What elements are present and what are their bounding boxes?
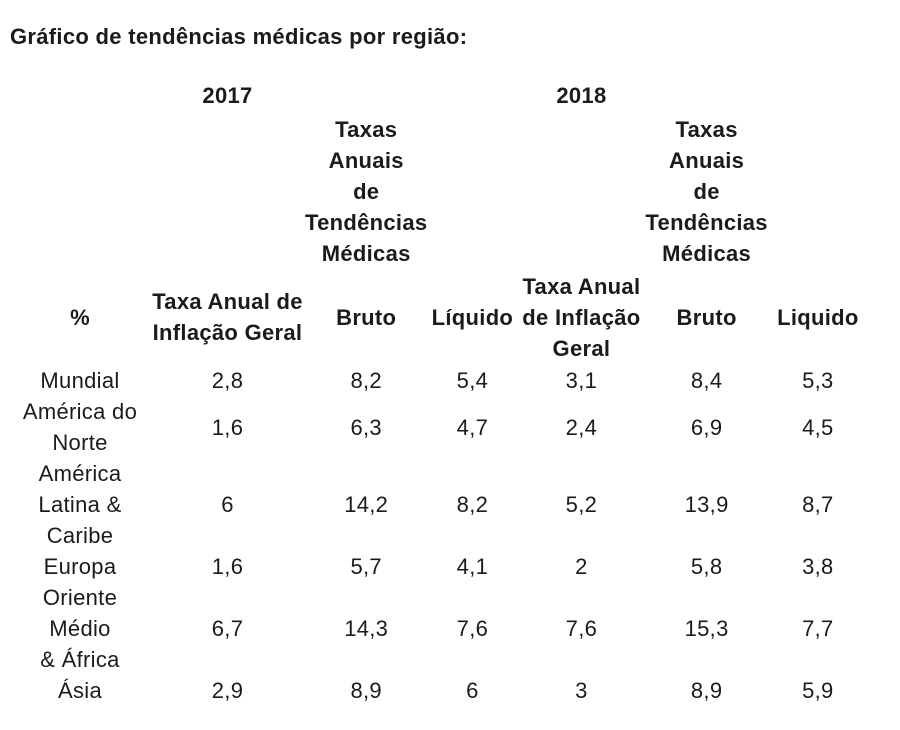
page-title: Gráfico de tendências médicas por região… [10, 24, 468, 49]
value-cell: 7,7 [802, 616, 834, 641]
column-header-inflation-2017: Taxa Anual de Inflação Geral [152, 289, 303, 345]
value-cell: 4,1 [456, 554, 489, 579]
value-cell: 14,3 [344, 616, 389, 641]
region-cell: Mundial [40, 368, 120, 393]
value-cell: 7,6 [456, 616, 489, 641]
value-cell: 7,6 [565, 616, 598, 641]
value-cell: 5,9 [802, 678, 834, 703]
value-cell: 6,9 [690, 414, 723, 440]
column-header-gross-2017: Bruto [336, 304, 397, 330]
unit-percent-label: % [70, 304, 90, 330]
spacer-cell [645, 76, 767, 114]
value-cell: 8,7 [802, 492, 834, 517]
value-cell: 5,4 [456, 368, 489, 393]
value-cell: 1,6 [211, 554, 244, 579]
value-cell: 15,3 [684, 616, 729, 641]
column-header-net-2017: Líquido [431, 304, 514, 330]
column-header-inflation-2018: Taxa Anual de Inflação Geral [522, 273, 641, 361]
value-cell: 6 [221, 492, 234, 517]
value-cell: 8,9 [350, 678, 382, 703]
spacer-cell [768, 114, 868, 269]
value-cell: 6,7 [211, 616, 244, 641]
value-cell: 6 [466, 678, 479, 703]
column-header-row: % Taxa Anual de Inflação Geral Bruto Líq… [10, 269, 868, 365]
column-header-net-2018: Liquido [777, 304, 859, 330]
spacer-cell [768, 76, 868, 114]
spacer-cell [150, 114, 305, 269]
region-cell: América Latina & Caribe [38, 461, 122, 548]
value-cell: 8,2 [456, 492, 489, 517]
medical-trends-table: 2017 2018 Taxas Anuais de Tendências Méd… [10, 76, 868, 706]
trend-rates-header-2018: Taxas Anuais de Tendências Médicas [645, 117, 768, 266]
table-row-mundial: Mundial 2,8 8,2 5,4 3,1 8,4 5,3 [10, 365, 868, 396]
spacer-cell [517, 114, 645, 269]
region-cell: América do Norte [22, 399, 138, 455]
value-cell: 2,8 [211, 368, 244, 393]
value-cell: 3,8 [802, 554, 834, 579]
table-row-america-latina-caribe: América Latina & Caribe 6 14,2 8,2 5,2 1… [10, 458, 868, 551]
value-cell: 3 [575, 678, 588, 703]
value-cell: 13,9 [684, 492, 729, 517]
table-row-asia: Ásia 2,9 8,9 6 3 8,9 5,9 [10, 675, 868, 706]
value-cell: 8,4 [690, 368, 723, 393]
trend-rates-header-2017: Taxas Anuais de Tendências Médicas [305, 117, 428, 266]
value-cell: 5,7 [350, 554, 382, 579]
value-cell: 4,5 [802, 414, 834, 440]
value-cell: 6,3 [350, 414, 382, 440]
value-cell: 8,2 [350, 368, 382, 393]
year-header-row: 2017 2018 [10, 76, 868, 114]
value-cell: 2,9 [211, 678, 244, 703]
column-header-gross-2018: Bruto [676, 304, 737, 330]
value-cell: 5,2 [565, 492, 598, 517]
value-cell: 14,2 [344, 492, 389, 517]
value-cell: 5,3 [802, 368, 834, 393]
spacer-cell [10, 76, 150, 114]
table-row-america-do-norte: América do Norte 1,6 6,3 4,7 2,4 6,9 4,5 [10, 396, 868, 458]
spacer-cell [10, 114, 150, 269]
spacer-cell [427, 114, 517, 269]
value-cell: 2,4 [565, 414, 598, 440]
value-cell: 3,1 [565, 368, 598, 393]
spacer-cell [305, 76, 427, 114]
region-cell: Oriente Médio & África [40, 585, 120, 672]
spacer-cell [427, 76, 517, 114]
value-cell: 1,6 [211, 414, 244, 440]
value-cell: 8,9 [690, 678, 723, 703]
region-cell: Ásia [58, 678, 102, 703]
year-2018-label: 2018 [556, 82, 607, 108]
value-cell: 2 [575, 554, 588, 579]
value-cell: 4,7 [456, 414, 489, 440]
table-row-oriente-medio-africa: Oriente Médio & África 6,7 14,3 7,6 7,6 … [10, 582, 868, 675]
trend-rates-header-row: Taxas Anuais de Tendências Médicas Taxas… [10, 114, 868, 269]
value-cell: 5,8 [690, 554, 723, 579]
table-row-europa: Europa 1,6 5,7 4,1 2 5,8 3,8 [10, 551, 868, 582]
year-2017-label: 2017 [202, 82, 253, 108]
region-cell: Europa [43, 554, 117, 579]
